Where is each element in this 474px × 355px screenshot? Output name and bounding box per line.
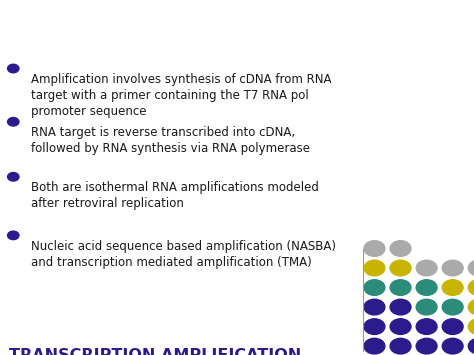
Circle shape	[390, 299, 411, 315]
Text: Amplification involves synthesis of cDNA from RNA
target with a primer containin: Amplification involves synthesis of cDNA…	[31, 73, 331, 118]
Circle shape	[364, 319, 385, 334]
Circle shape	[364, 260, 385, 276]
Circle shape	[8, 118, 19, 126]
Circle shape	[390, 338, 411, 354]
Text: RNA target is reverse transcribed into cDNA,
followed by RNA synthesis via RNA p: RNA target is reverse transcribed into c…	[31, 126, 310, 155]
Circle shape	[390, 260, 411, 276]
Circle shape	[468, 338, 474, 354]
Circle shape	[468, 299, 474, 315]
Circle shape	[416, 338, 437, 354]
Circle shape	[364, 241, 385, 256]
Circle shape	[442, 280, 463, 295]
Circle shape	[390, 241, 411, 256]
Circle shape	[416, 319, 437, 334]
Circle shape	[442, 338, 463, 354]
Circle shape	[8, 173, 19, 181]
Circle shape	[8, 64, 19, 73]
Text: Nucleic acid sequence based amplification (NASBA)
and transcription mediated amp: Nucleic acid sequence based amplificatio…	[31, 240, 336, 269]
Circle shape	[468, 260, 474, 276]
Circle shape	[364, 338, 385, 354]
Text: Both are isothermal RNA amplifications modeled
after retroviral replication: Both are isothermal RNA amplifications m…	[31, 181, 319, 210]
Circle shape	[8, 231, 19, 240]
Circle shape	[364, 280, 385, 295]
Circle shape	[416, 260, 437, 276]
Circle shape	[442, 299, 463, 315]
Circle shape	[442, 319, 463, 334]
Circle shape	[468, 319, 474, 334]
Circle shape	[390, 319, 411, 334]
Circle shape	[390, 280, 411, 295]
Circle shape	[468, 280, 474, 295]
Text: TRANSCRIPTION AMPLIFICATION
METHODS: TRANSCRIPTION AMPLIFICATION METHODS	[9, 348, 302, 355]
Circle shape	[364, 299, 385, 315]
Circle shape	[416, 299, 437, 315]
Circle shape	[416, 280, 437, 295]
Circle shape	[442, 260, 463, 276]
